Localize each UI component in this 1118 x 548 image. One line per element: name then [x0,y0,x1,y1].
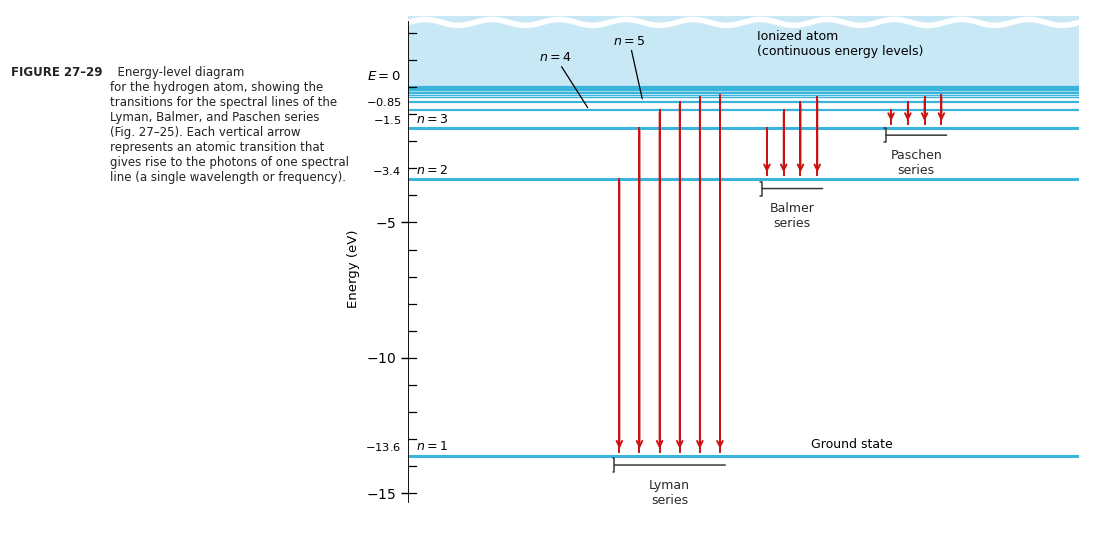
Text: $n=1$: $n=1$ [416,441,448,453]
Text: $-0.85$: $-0.85$ [366,96,401,108]
Text: Energy-level diagram
for the hydrogen atom, showing the
transitions for the spec: Energy-level diagram for the hydrogen at… [110,66,349,184]
Text: Paschen
series: Paschen series [890,149,942,176]
Text: $-1.5$: $-1.5$ [372,113,401,125]
Bar [408,16,1079,87]
Text: Ionized atom
(continuous energy levels): Ionized atom (continuous energy levels) [757,30,923,58]
Text: Balmer
series: Balmer series [769,202,815,230]
Text: $E = 0$: $E = 0$ [367,70,401,83]
Text: FIGURE 27–29: FIGURE 27–29 [11,66,103,79]
Text: $-13.6$: $-13.6$ [366,441,401,453]
Text: Ground state: Ground state [811,438,892,452]
Text: $-3.4$: $-3.4$ [372,165,401,177]
Text: $n=3$: $n=3$ [416,113,448,125]
Y-axis label: Energy (eV): Energy (eV) [348,229,360,308]
Text: $n=4$: $n=4$ [539,51,588,107]
Text: $n=5$: $n=5$ [614,35,645,99]
Text: $n=2$: $n=2$ [416,164,448,177]
Text: Lyman
series: Lyman series [650,478,690,506]
